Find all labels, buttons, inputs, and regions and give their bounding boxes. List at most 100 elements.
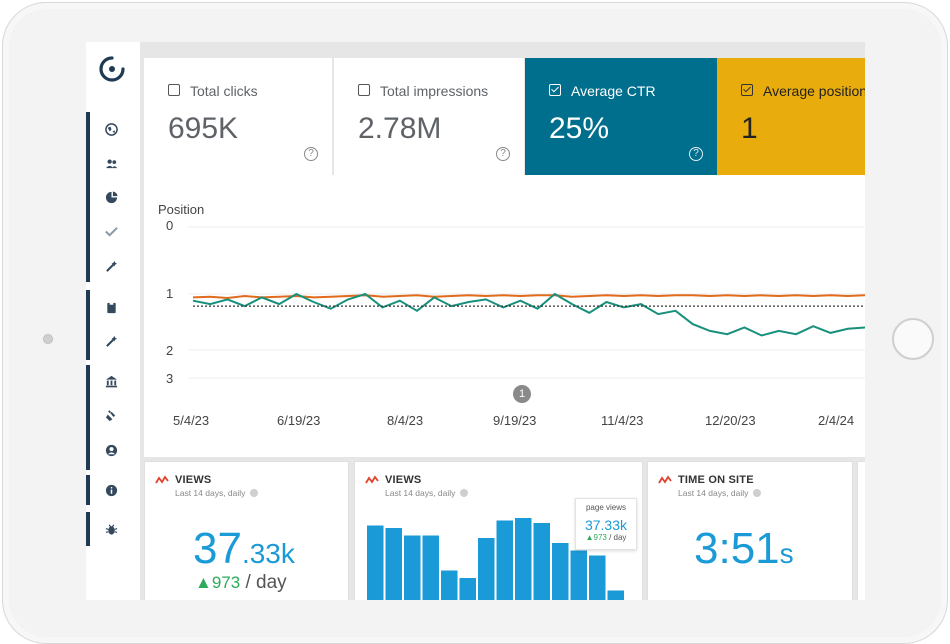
annotation-marker[interactable]: 1 <box>513 385 531 403</box>
metric-card-total-clicks[interactable]: Total clicks 695K ? <box>144 58 332 175</box>
tooltip-delta: ▲973 / day <box>576 533 636 542</box>
metric-label: Total impressions <box>380 83 489 99</box>
time-value-main: 3:51 <box>694 524 780 573</box>
bank-icon[interactable] <box>104 374 118 388</box>
widget-title: TIME ON SITE <box>678 474 754 486</box>
widget-subtitle: Last 14 days, daily <box>678 488 762 498</box>
users-icon[interactable] <box>104 156 118 170</box>
trend-icon <box>365 475 379 484</box>
time-on-site-widget[interactable]: TIME ON SITE Last 14 days, daily 3:51s <box>647 461 853 600</box>
app-logo[interactable] <box>99 56 125 82</box>
trend-icon <box>155 475 169 484</box>
info-icon[interactable] <box>104 483 118 497</box>
x-tick: 12/20/23 <box>705 413 756 428</box>
bar[interactable] <box>607 590 625 601</box>
clipboard-icon[interactable] <box>104 300 118 314</box>
metric-checkbox[interactable] <box>741 84 753 96</box>
metric-card-average-ctr[interactable]: Average CTR 25% ? <box>525 58 717 175</box>
bar[interactable] <box>441 570 458 601</box>
time-value-unit: s <box>779 538 794 569</box>
bar[interactable] <box>404 535 421 601</box>
time-on-site-value: 3:51s <box>694 524 794 574</box>
views-widget[interactable]: VIEWS Last 14 days, daily 37.33k ▲973 / … <box>144 461 349 600</box>
widget-title: VIEWS <box>385 474 422 486</box>
widget-subtitle-text: Last 14 days, daily <box>175 488 246 498</box>
metric-label: Total clicks <box>190 83 258 99</box>
bar-chart-svg <box>367 518 625 601</box>
tooltip-label: page views <box>585 503 627 512</box>
nav-group-bar <box>86 512 90 546</box>
tooltip-value: 37.33k <box>584 517 628 533</box>
check-icon[interactable] <box>104 224 118 238</box>
bar[interactable] <box>552 543 569 600</box>
widget-partial <box>857 461 865 600</box>
nav-group-bar <box>86 475 90 505</box>
bar[interactable] <box>459 578 477 600</box>
bar[interactable] <box>422 535 440 601</box>
screen: Total clicks 695K ? Total impressions 2.… <box>86 42 865 600</box>
metric-value: 1 <box>741 112 758 145</box>
help-icon[interactable]: ? <box>689 147 703 161</box>
help-icon[interactable] <box>460 489 469 497</box>
x-tick: 6/19/23 <box>277 413 321 428</box>
bar[interactable] <box>570 550 588 601</box>
help-icon[interactable]: ? <box>304 147 318 161</box>
camera <box>43 334 53 344</box>
metric-checkbox[interactable] <box>168 84 180 96</box>
views-rate: ▲973 / day <box>195 572 287 594</box>
widget-subtitle: Last 14 days, daily <box>385 488 469 498</box>
x-tick: 9/19/23 <box>493 413 537 428</box>
x-tick: 5/4/23 <box>173 413 210 428</box>
views-value: 37.33k <box>193 524 295 574</box>
help-icon[interactable] <box>250 489 259 497</box>
nav-group-bar <box>86 112 90 282</box>
plug-icon[interactable] <box>104 408 118 422</box>
help-icon[interactable]: ? <box>496 147 510 161</box>
help-icon[interactable] <box>753 489 762 497</box>
tooltip-delta-value: ▲973 <box>585 533 607 542</box>
bar[interactable] <box>385 528 403 600</box>
globe-icon[interactable] <box>104 122 118 136</box>
bar[interactable] <box>478 538 495 600</box>
trend-icon <box>658 475 672 484</box>
chart-pie-icon[interactable] <box>104 190 118 204</box>
wand-icon[interactable] <box>104 259 118 273</box>
widget-header: VIEWS <box>155 474 211 486</box>
views-value-unit: .33k <box>241 538 295 569</box>
bar[interactable] <box>515 518 532 600</box>
y-tick: 2 <box>166 343 174 358</box>
widget-subtitle-text: Last 14 days, daily <box>678 488 749 498</box>
wand-icon[interactable] <box>104 334 118 348</box>
y-tick: 0 <box>166 218 174 233</box>
home-button[interactable] <box>892 318 934 360</box>
widget-header: TIME ON SITE <box>658 474 754 486</box>
widget-title: VIEWS <box>175 474 212 486</box>
chart-ylabel: Position <box>158 202 205 217</box>
x-tick: 11/4/23 <box>601 413 644 428</box>
bar[interactable] <box>367 525 384 601</box>
nav-group-bar <box>86 365 90 470</box>
views-value-main: 37 <box>193 524 242 573</box>
bug-icon[interactable] <box>104 522 118 536</box>
sidebar <box>86 42 140 600</box>
metric-checkbox[interactable] <box>549 84 561 96</box>
user-circle-icon[interactable] <box>104 443 118 457</box>
bar[interactable] <box>589 555 606 601</box>
bar-tooltip: page views 37.33k ▲973 / day <box>575 498 637 550</box>
metric-card-average-position[interactable]: Average position 1 <box>717 58 865 175</box>
position-chart: Position 0 1 2 3 5/4/23 6/19/23 8/4/23 9… <box>144 175 865 457</box>
series-line-1 <box>192 292 865 337</box>
x-tick: 8/4/23 <box>387 413 424 428</box>
metric-label: Average CTR <box>571 83 656 99</box>
y-tick: 3 <box>166 371 174 386</box>
metric-value: 2.78M <box>358 112 442 145</box>
widget-subtitle-text: Last 14 days, daily <box>385 488 456 498</box>
widget-header: VIEWS <box>365 474 421 486</box>
bar[interactable] <box>533 523 551 600</box>
metric-label: Average position <box>763 83 865 99</box>
metric-card-total-impressions[interactable]: Total impressions 2.78M ? <box>334 58 524 175</box>
views-rate-suffix: / day <box>245 572 287 593</box>
views-bar-widget[interactable]: VIEWS Last 14 days, daily page views 37.… <box>354 461 643 600</box>
metric-checkbox[interactable] <box>358 84 370 96</box>
bar[interactable] <box>496 520 514 601</box>
